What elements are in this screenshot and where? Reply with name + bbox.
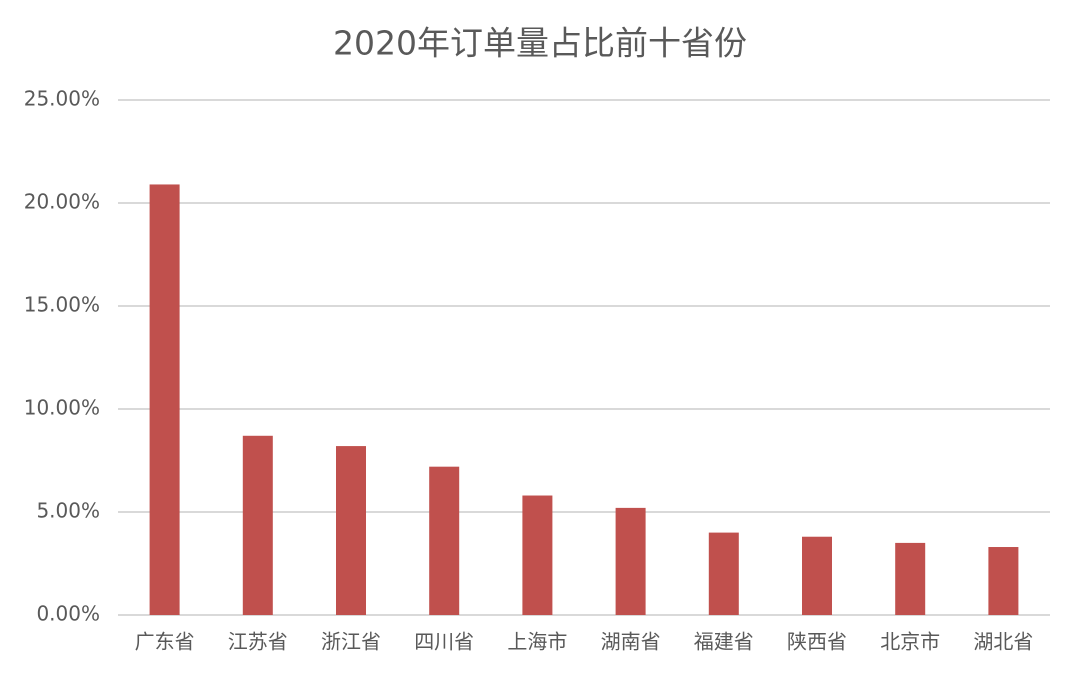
x-tick-label: 湖南省 <box>601 630 661 654</box>
bar <box>802 536 832 615</box>
bar <box>149 184 180 615</box>
bar <box>895 542 926 615</box>
y-tick-label: 0.00% <box>36 602 100 626</box>
bar <box>615 507 646 615</box>
chart-title: 2020年订单量占比前十省份 <box>333 24 747 63</box>
y-tick-label: 5.00% <box>36 499 100 523</box>
x-tick-label: 福建省 <box>694 630 754 654</box>
y-tick-label: 15.00% <box>24 293 100 317</box>
y-tick-label: 25.00% <box>24 87 100 111</box>
x-tick-label: 湖北省 <box>973 630 1033 654</box>
x-tick-label: 广东省 <box>135 630 195 654</box>
bar <box>708 532 739 615</box>
y-tick-label: 20.00% <box>24 190 100 214</box>
bar <box>242 435 273 615</box>
bar <box>429 466 460 615</box>
bar <box>336 446 366 615</box>
x-tick-label: 北京市 <box>880 630 940 654</box>
x-tick-label: 陕西省 <box>787 630 847 654</box>
x-tick-label: 四川省 <box>414 630 474 654</box>
x-tick-label: 江苏省 <box>228 630 288 654</box>
y-tick-label: 10.00% <box>24 396 100 420</box>
bar <box>988 547 1019 615</box>
x-tick-label: 浙江省 <box>321 630 381 654</box>
x-tick-label: 上海市 <box>507 630 567 654</box>
bar <box>522 495 553 615</box>
